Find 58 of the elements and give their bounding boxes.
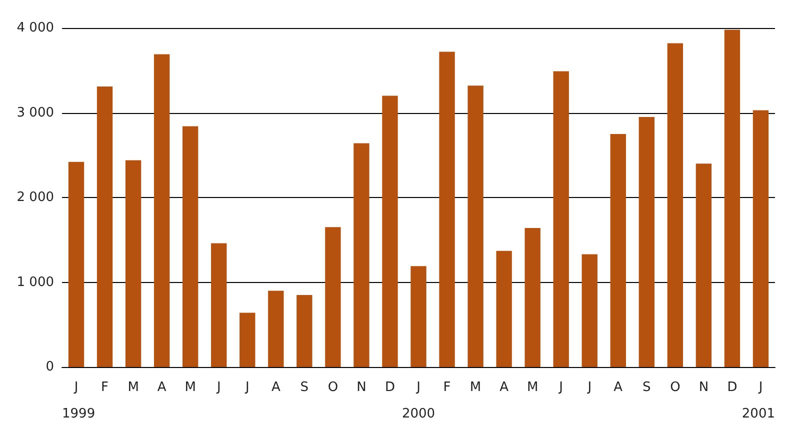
y-tick-label: 4 000 [16,20,54,36]
bar [553,71,569,367]
x-tick-label: J [558,380,564,395]
x-tick-label: J [216,380,221,395]
x-tick-label: S [300,380,309,395]
y-tick-label: 2 000 [16,190,54,205]
x-tick-label: A [157,380,166,395]
y-tick-label: 1 000 [16,274,54,290]
x-tick-label: M [184,380,196,395]
x-tick-label: M [128,380,139,395]
bar [211,243,227,367]
bar [268,290,284,367]
bar [410,266,426,367]
text: 1999 [62,406,96,422]
x-tick-label: F [443,380,451,395]
y-tick-label: 0 [46,360,54,374]
bar [325,227,341,367]
bar [524,228,540,367]
bar [610,134,626,367]
bar [638,116,655,367]
text: 2001 [742,406,775,422]
bar [468,86,484,367]
bar [240,312,256,367]
y-tick-label: 3 000 [16,105,54,120]
bar [582,254,598,367]
x-tick-label: M [470,380,482,395]
x-tick-label: A [500,380,509,395]
bar [96,86,113,367]
bar [296,294,312,367]
x-tick-label: D [384,380,395,395]
bar [68,162,84,367]
bar [154,54,170,367]
bar [182,126,198,367]
x-tick-label: M [526,380,538,395]
x-tick-label: J [758,380,763,395]
x-tick-label: J [244,380,250,395]
x-tick-label: J [73,380,78,395]
x-tick-label: D [727,380,738,395]
bar [696,164,712,367]
x-tick-label: J [416,380,420,395]
bar [439,52,455,367]
bar [354,143,370,367]
x-tick-label: N [698,380,709,395]
bar [667,43,684,367]
x-tick-label: A [614,380,623,395]
bar [382,96,398,367]
x-tick-label: O [328,380,338,395]
bar [125,160,142,367]
x-tick-label: A [271,380,280,395]
bar [724,30,740,367]
x-tick-label: J [586,380,592,395]
bar [752,110,769,367]
x-tick-label: N [356,380,366,395]
x-tick-label: F [101,380,109,395]
bar [496,250,512,367]
x-tick-label: O [670,380,680,395]
text: 2000 [402,406,436,422]
x-tick-label: S [642,380,651,395]
